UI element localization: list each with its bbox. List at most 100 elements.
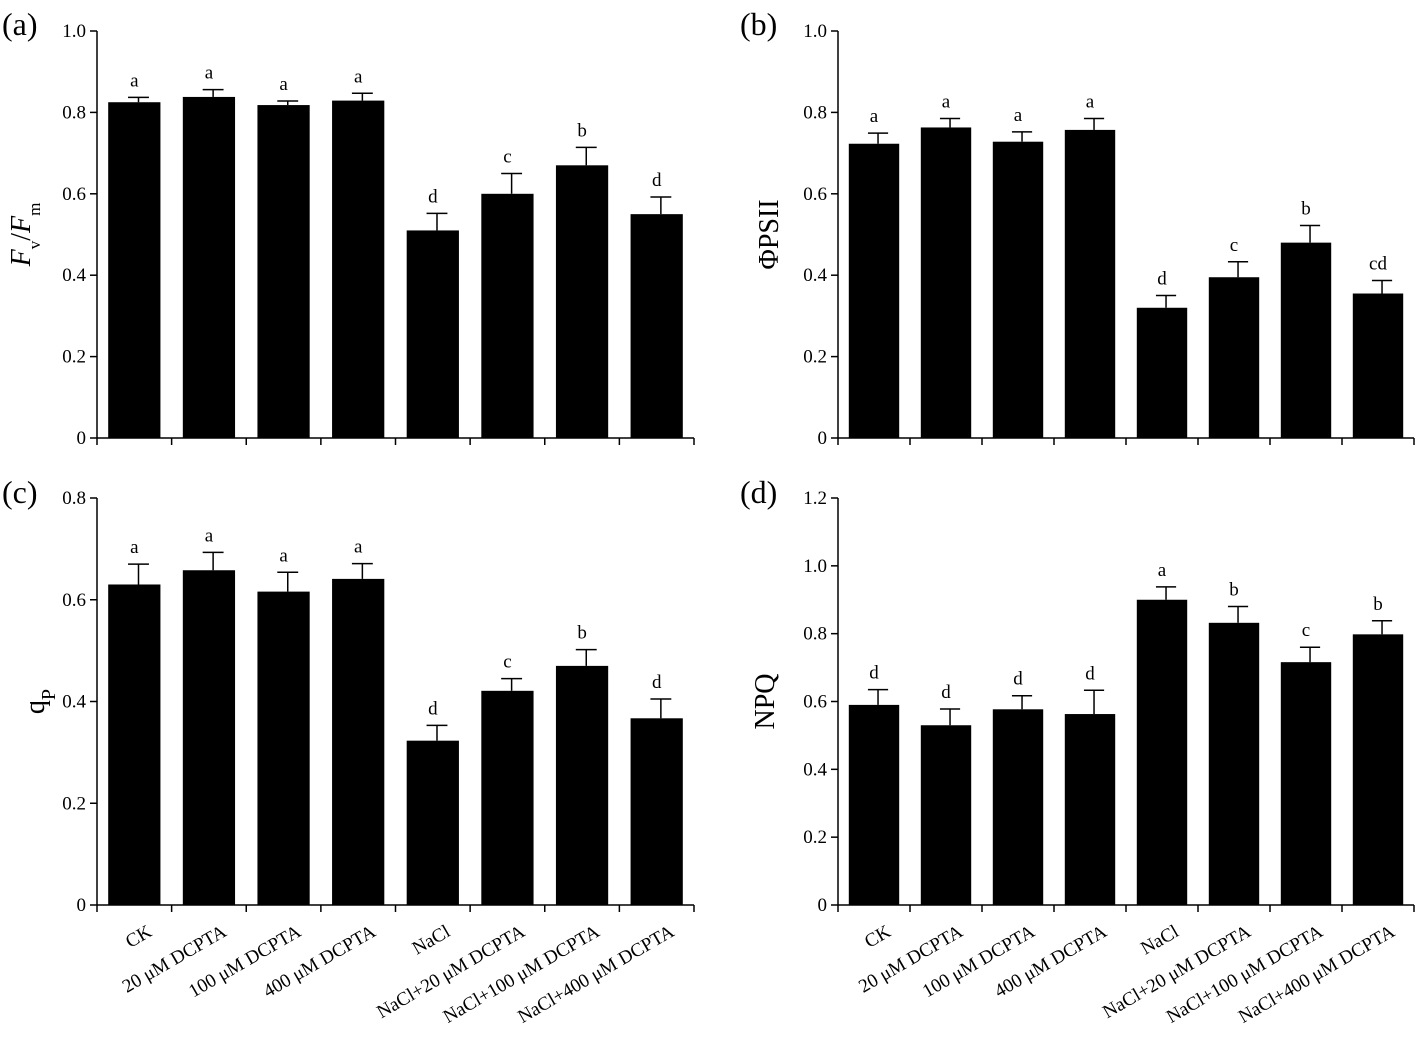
bar [630, 718, 683, 905]
significance-label: a [279, 545, 288, 566]
y-tick-label: 0.6 [62, 590, 86, 611]
y-tick-label: 1.0 [62, 21, 86, 42]
y-tick-label: 0.8 [62, 488, 86, 509]
y-tick-label: 0.2 [62, 793, 86, 814]
y-tick-label: 0.4 [803, 759, 827, 780]
ylabel-part: / [6, 233, 37, 241]
y-tick-label: 1.0 [803, 21, 827, 42]
y-tick-label: 0.2 [803, 827, 827, 848]
bar [1208, 277, 1260, 438]
bar [1136, 599, 1188, 905]
bar [1064, 714, 1116, 905]
category-label: NaCl [1137, 921, 1182, 959]
significance-label: c [503, 652, 511, 673]
bar [182, 96, 236, 439]
ylabel-part: m [25, 203, 44, 216]
y-tick-label: 0.6 [803, 184, 827, 205]
significance-label: d [652, 170, 662, 191]
bar [108, 102, 161, 438]
significance-label: a [205, 63, 214, 84]
significance-label: a [942, 92, 951, 113]
panel-label: (d) [740, 474, 777, 510]
y-tick-label: 0.6 [62, 184, 86, 205]
y-tick-label: 0 [77, 895, 87, 916]
significance-label: d [652, 672, 662, 693]
y-tick-label: 1.2 [803, 488, 827, 509]
bar [481, 193, 534, 438]
significance-label: d [1013, 669, 1023, 690]
panel-label: (b) [740, 6, 777, 42]
y-tick-label: 0.8 [62, 102, 86, 123]
bar [630, 214, 683, 438]
significance-label: d [428, 698, 438, 719]
bar [1280, 662, 1332, 905]
significance-label: b [577, 120, 587, 141]
significance-label: d [941, 682, 951, 703]
y-tick-label: 0 [77, 428, 87, 449]
significance-label: c [503, 146, 511, 167]
bar [406, 230, 459, 438]
y-tick-label: 0.4 [803, 265, 827, 286]
significance-label: a [279, 74, 288, 95]
bar [920, 127, 972, 439]
y-axis-title: ΦPSII [754, 199, 785, 269]
significance-label: b [1301, 199, 1311, 220]
y-tick-label: 0.8 [803, 624, 827, 645]
panel-label: (a) [2, 6, 38, 42]
significance-label: d [1157, 269, 1167, 290]
y-tick-label: 0.4 [62, 265, 86, 286]
ylabel-part: F [6, 248, 37, 267]
y-tick-label: 0.6 [803, 692, 827, 713]
y-tick-label: 0 [818, 895, 828, 916]
significance-label: cd [1369, 253, 1387, 274]
significance-label: a [205, 525, 214, 546]
significance-label: b [577, 623, 587, 644]
significance-label: a [130, 70, 139, 91]
ylabel-part: P [38, 689, 60, 700]
significance-label: b [1229, 580, 1239, 601]
bar [182, 570, 236, 905]
significance-label: a [1086, 92, 1095, 113]
bar [848, 143, 900, 438]
significance-label: a [130, 537, 139, 558]
bar [406, 740, 459, 905]
bar [257, 105, 310, 438]
category-label: CK [122, 921, 156, 953]
bar [992, 709, 1044, 905]
bar [1136, 307, 1188, 438]
y-axis-title: qP [20, 689, 60, 714]
category-label: NaCl [409, 921, 454, 959]
significance-label: a [354, 66, 363, 87]
bar [555, 665, 609, 905]
y-tick-label: 0 [818, 428, 828, 449]
bar [257, 591, 310, 905]
significance-label: a [1014, 105, 1023, 126]
significance-label: a [354, 537, 363, 558]
y-tick-label: 0.2 [62, 347, 86, 368]
y-tick-label: 0.8 [803, 102, 827, 123]
bar [481, 690, 534, 905]
bar [1208, 622, 1260, 905]
panel-2: (b) 0 0.2 0.4 0.6 0.8 1.0 a a a a d c b cd ΦPSII [740, 6, 1415, 449]
significance-label: a [1158, 560, 1167, 581]
y-tick-label: 1.0 [803, 556, 827, 577]
ylabel-part: q [20, 700, 51, 714]
panel-label: (c) [2, 474, 38, 510]
y-tick-label: 0.4 [62, 692, 86, 713]
bar [332, 100, 385, 439]
bar [1064, 129, 1116, 438]
bar [1352, 293, 1404, 438]
bar [992, 141, 1044, 439]
y-tick-label: 0.2 [803, 347, 827, 368]
bar [848, 704, 900, 905]
category-label: CK [861, 921, 895, 953]
bar [1280, 242, 1332, 438]
significance-label: c [1230, 235, 1238, 256]
bar [332, 578, 385, 905]
significance-label: a [870, 106, 879, 127]
significance-label: b [1373, 594, 1383, 615]
significance-label: d [428, 186, 438, 207]
